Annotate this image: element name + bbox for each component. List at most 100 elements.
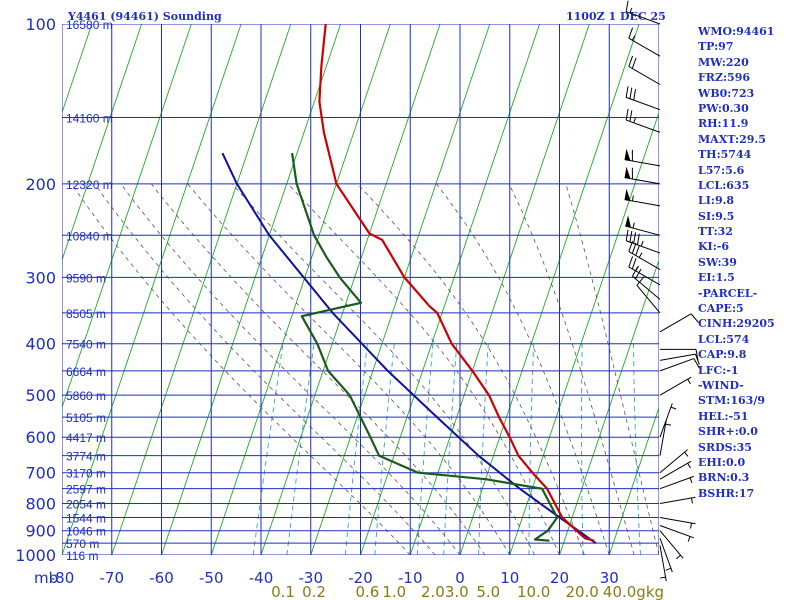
- wind-barb-staff: [659, 449, 688, 474]
- wind-barb-half-feather: [640, 240, 644, 247]
- index-item: TH:5744: [698, 148, 752, 162]
- pressure-tick-label: 900: [25, 522, 56, 541]
- mixing-ratio-line: [528, 343, 535, 555]
- wind-barb-staff: [659, 496, 696, 505]
- wind-barb-half-feather: [691, 497, 693, 504]
- mixing-ratio-label: 10.0: [517, 583, 550, 600]
- height-level-label: 12320 m: [66, 178, 113, 192]
- wind-barb-staff: [626, 96, 661, 111]
- mixing-ratio-label: 1.0: [382, 583, 406, 600]
- mixing-ratio-line: [252, 343, 284, 555]
- wind-barb: [659, 449, 689, 474]
- temperature-tick-label: -50: [199, 569, 224, 587]
- wind-barb-feather: [636, 233, 640, 245]
- height-level-label: 2054 m: [66, 498, 106, 512]
- index-item: MW:220: [698, 55, 749, 69]
- pressure-tick-label: 1000: [15, 546, 56, 565]
- index-item: SW:39: [698, 255, 737, 269]
- wind-barb-half-feather: [631, 195, 634, 202]
- height-level-label: 14160 m: [66, 112, 113, 126]
- mixing-ratio-line: [478, 343, 489, 555]
- index-item: WB0:723: [698, 86, 755, 100]
- wind-barb-feather: [628, 240, 634, 252]
- temperature-tick-label: 10: [500, 569, 519, 587]
- dewpoint-profile-line: [291, 152, 559, 542]
- index-item: L57:5.6: [698, 163, 745, 177]
- index-item: EI:1.5: [698, 271, 735, 285]
- wind-barb-staff: [659, 530, 684, 559]
- isotherm-line: [310, 24, 491, 555]
- mixing-ratio-label: 5.0: [476, 583, 500, 600]
- wind-barb-staff: [624, 177, 661, 185]
- mixing-ratio-label: 0.1: [271, 583, 295, 600]
- wind-barb-staff: [628, 266, 661, 286]
- height-level-label: 4417 m: [66, 431, 106, 445]
- stability-indices-panel: WMO:94461 TP:97 MW:220 FRZ:596 WB0:723 PW:0.3…: [698, 24, 800, 501]
- isotherm-line: [459, 24, 640, 555]
- height-level-label: 3170 m: [66, 467, 106, 481]
- wind-barb: [628, 240, 661, 270]
- index-item: -WIND-: [698, 378, 744, 392]
- moist-adiabat-line: [508, 183, 635, 555]
- index-item: PW:0.30: [698, 101, 749, 115]
- wind-barb-staff: [659, 358, 694, 372]
- wind-barb: [659, 313, 699, 333]
- wind-barb: [625, 229, 661, 254]
- wind-barb-staff: [659, 545, 667, 582]
- wind-barb: [631, 266, 661, 300]
- wind-barb: [659, 538, 673, 573]
- height-level-label: 1544 m: [66, 512, 106, 526]
- wind-barb-staff: [659, 313, 692, 333]
- wind-barb-half-feather: [687, 462, 691, 469]
- index-item: CINH:29205: [698, 317, 775, 331]
- mixing-ratio-line: [286, 343, 315, 555]
- height-level-label: 5860 m: [66, 389, 106, 403]
- wind-barb-half-feather: [687, 378, 691, 385]
- index-item: FRZ:596: [698, 71, 751, 85]
- wind-barb-half-feather: [629, 7, 633, 14]
- height-level-label: 16580 m: [66, 18, 113, 32]
- wind-barb: [624, 166, 661, 185]
- wind-barb: [625, 0, 661, 25]
- wind-barb: [625, 215, 661, 236]
- isotherm-line: [608, 406, 659, 555]
- pressure-tick-label: 200: [25, 175, 56, 194]
- wind-barb-feather: [633, 232, 637, 244]
- wind-barb-half-feather: [631, 35, 636, 41]
- wind-barb: [660, 348, 699, 361]
- wind-barb-pennant: [624, 188, 631, 201]
- wind-barb: [659, 530, 684, 560]
- wind-barb-feather: [625, 229, 629, 241]
- temperature-tick-label: -40: [249, 569, 274, 587]
- wind-barb-feather: [625, 0, 629, 12]
- height-level-label: 2597 m: [66, 483, 106, 497]
- wind-barb: [625, 86, 661, 111]
- wind-barb: [659, 517, 696, 529]
- index-item: BRN:0.3: [698, 471, 750, 485]
- moist-adiabat-line: [436, 183, 610, 555]
- height-level-label: 3774 m: [66, 450, 106, 464]
- isotherm-line: [509, 111, 659, 555]
- height-level-label: 10840 m: [66, 229, 113, 243]
- mixing-ratio-label: 40.0gkg: [603, 583, 664, 600]
- station-title: Y4461 (94461) Sounding: [67, 10, 222, 23]
- wind-barb-feather: [628, 27, 634, 39]
- wind-barb-half-feather: [687, 536, 691, 542]
- pressure-tick-label: 500: [25, 386, 56, 405]
- temperature-tick-label: 30: [600, 569, 619, 587]
- temperature-profile-line: [318, 24, 595, 542]
- wind-barb: [659, 496, 696, 505]
- wind-barb: [624, 148, 661, 167]
- index-item: RH:11.9: [698, 117, 749, 131]
- height-level-label: 1046 m: [66, 525, 106, 539]
- wind-barb-pennant: [624, 148, 631, 161]
- wind-barb: [659, 403, 677, 438]
- index-item: CAP:9.8: [698, 348, 747, 362]
- wind-barb-staff: [624, 159, 661, 167]
- height-level-label: 8505 m: [66, 307, 106, 321]
- mixing-ratio-label: 0.2: [302, 583, 326, 600]
- index-item: HEL:-51: [698, 409, 749, 423]
- wind-barb: [659, 475, 694, 490]
- height-level-label: 116 m: [66, 549, 98, 563]
